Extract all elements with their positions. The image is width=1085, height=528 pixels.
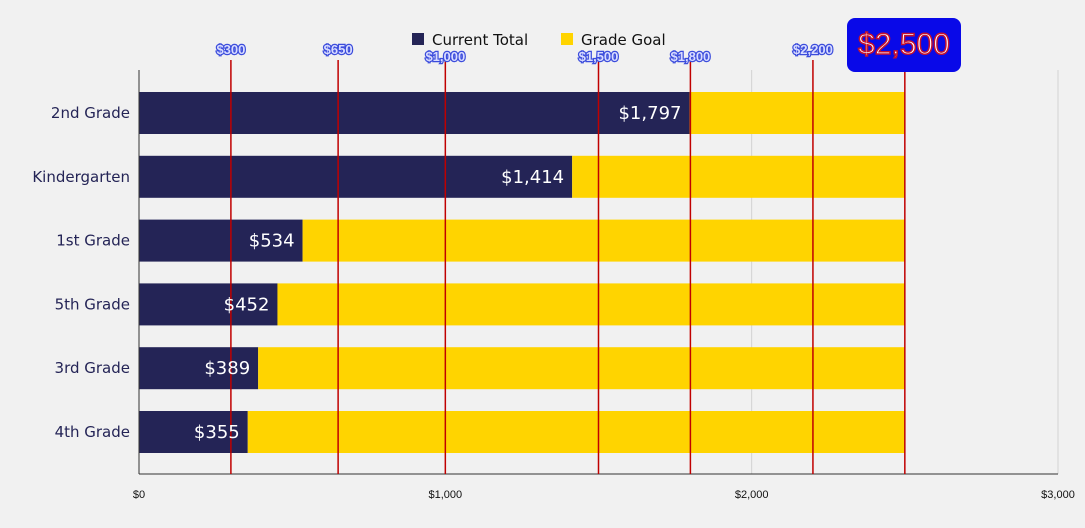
category-label: 1st Grade [56, 232, 130, 250]
goal-badge: $2,500 [847, 18, 961, 72]
category-label: Kindergarten [32, 168, 130, 186]
x-tick-label: $1,000 [429, 489, 463, 501]
data-label: $452 [224, 294, 270, 315]
legend-label-grade-goal: Grade Goal [581, 31, 666, 49]
milestone-label: $650 [324, 42, 353, 57]
milestone-label: $2,200 [793, 42, 833, 57]
milestone-label: $1,800 [671, 49, 711, 64]
data-label: $1,797 [618, 103, 681, 124]
x-tick-label: $2,000 [735, 489, 769, 501]
bar-grade-goal [247, 411, 905, 453]
legend-swatch-grade-goal [561, 33, 573, 45]
bar-grade-goal [258, 347, 905, 390]
bar-grade-goal [277, 283, 905, 326]
bar-grade-goal [689, 92, 905, 134]
x-tick-label: $0 [133, 489, 145, 501]
bar-current-total [139, 283, 278, 326]
bars [139, 92, 905, 453]
data-label: $534 [249, 231, 295, 252]
bar-grade-goal [302, 219, 905, 262]
data-label: $389 [204, 358, 250, 379]
milestone-lines: $300 $650 $1,000 $1,500 $1,800 $2,200 [215, 41, 906, 474]
bar-current-total [139, 92, 690, 134]
x-tick-label: $3,000 [1041, 489, 1075, 501]
milestone-label: $1,500 [579, 49, 619, 64]
milestone-label: $1,000 [425, 49, 465, 64]
bar-current-total [139, 219, 303, 262]
legend: Current Total Grade Goal [412, 31, 666, 49]
bar-current-total [139, 411, 248, 453]
category-label: 3rd Grade [55, 359, 130, 377]
bar-current-total [139, 347, 259, 390]
bar-current-total [139, 155, 573, 198]
category-label: 2nd Grade [51, 104, 130, 122]
bar-grade-goal [572, 155, 905, 198]
data-label: $1,414 [501, 167, 564, 188]
goal-badge-label: $2,500 [857, 28, 950, 61]
category-label: 4th Grade [55, 423, 130, 441]
data-labels: 2nd Grade $1,797 Kindergarten $1,414 1st Gra… [32, 103, 681, 443]
data-label: $355 [194, 422, 240, 443]
legend-swatch-current-total [412, 33, 424, 45]
legend-label-current-total: Current Total [432, 31, 528, 49]
category-label: 5th Grade [55, 295, 130, 313]
milestone-label: $300 [216, 42, 245, 57]
